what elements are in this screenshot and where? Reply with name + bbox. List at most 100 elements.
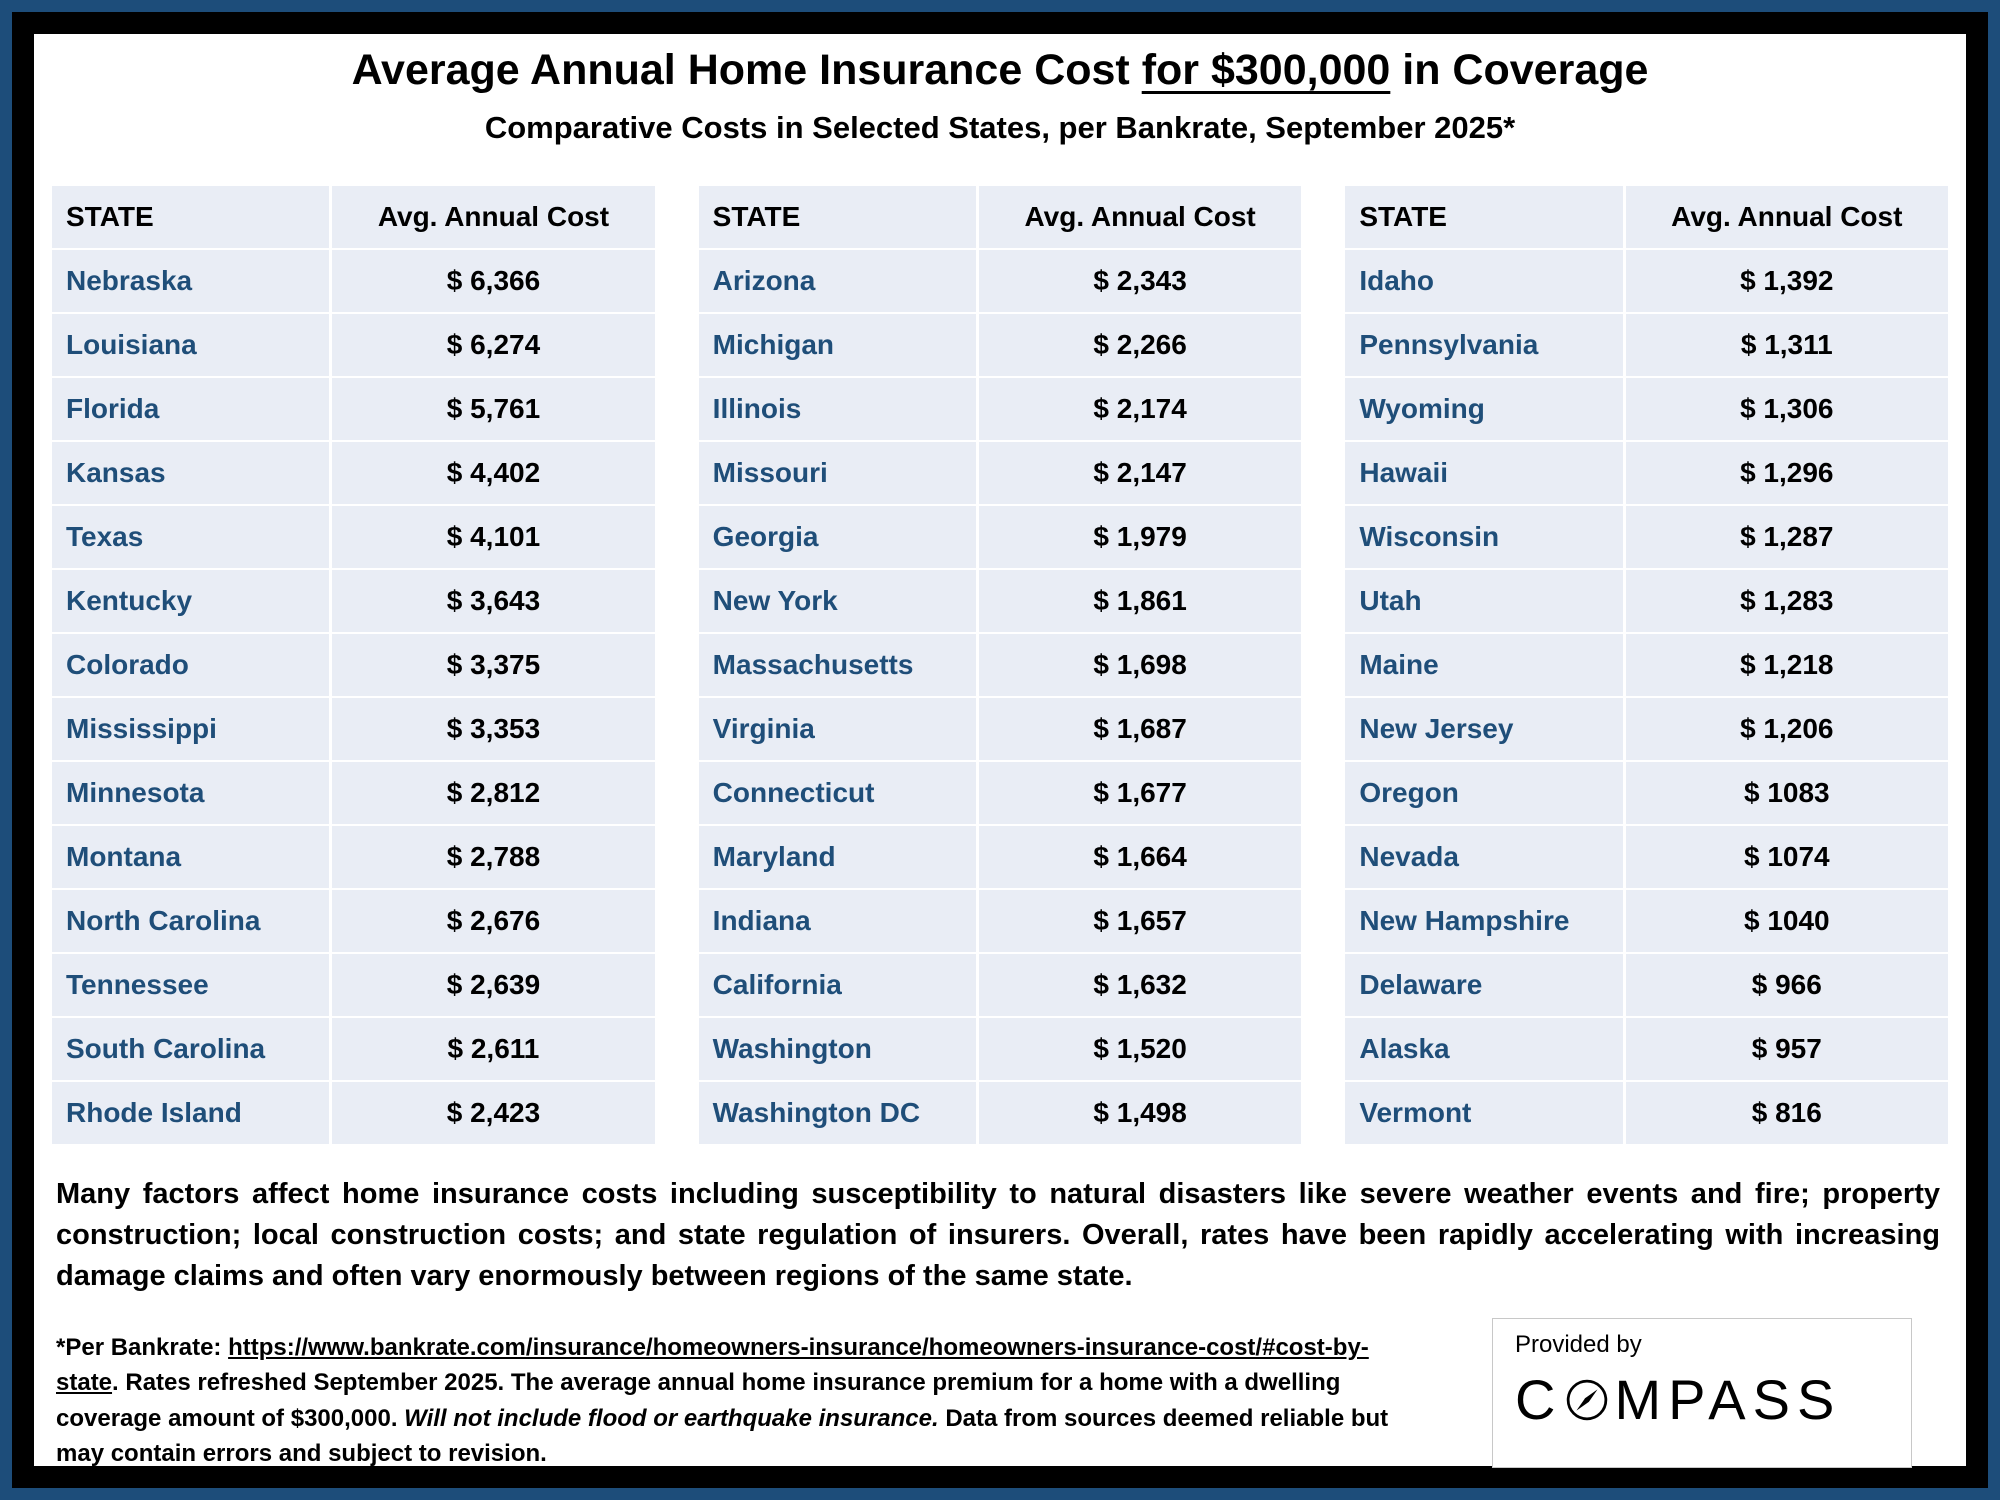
table-row: California $ 1,632: [698, 954, 1302, 1016]
cost-value: $ 6,274: [332, 314, 655, 376]
cost-value: $ 1,687: [978, 698, 1302, 760]
footnote-italic-note: Will not include flood or earthquake ins…: [404, 1404, 939, 1432]
cost-value: $ 2,611: [332, 1018, 655, 1080]
wordmark-letters-mpass: MPASS: [1614, 1368, 1842, 1431]
state-name: New York: [698, 570, 976, 632]
cost-value: $ 2,676: [332, 890, 655, 952]
table-row: Montana $ 2,788: [52, 826, 655, 888]
cost-value: $ 957: [1625, 1018, 1949, 1080]
cost-value: $ 5,761: [332, 378, 655, 440]
table-row: Louisiana $ 6,274: [52, 314, 655, 376]
table-row: Missouri $ 2,147: [698, 442, 1302, 504]
footnote-label: *Per Bankrate:: [56, 1334, 229, 1361]
state-name: Mississippi: [52, 698, 330, 760]
table-row: Utah $ 1,283: [1345, 570, 1949, 632]
provided-by-label: Provided by: [1515, 1331, 1642, 1358]
table-row: Michigan $ 2,266: [698, 314, 1302, 376]
cost-value: $ 2,812: [332, 762, 655, 824]
state-name: Indiana: [698, 890, 976, 952]
insurance-table-2: STATE Avg. Annual Cost Arizona $ 2,343 Mic…: [698, 186, 1302, 1144]
cost-value: $ 3,375: [332, 634, 655, 696]
state-name: Massachusetts: [698, 634, 976, 696]
cost-value: $ 1,979: [978, 506, 1302, 568]
table-row: Kansas $ 4,402: [52, 442, 655, 504]
cost-value: $ 6,366: [332, 250, 655, 312]
table-row: New Jersey $ 1,206: [1345, 698, 1949, 760]
table-row: Maryland $ 1,664: [698, 826, 1302, 888]
cost-value: $ 1,311: [1625, 314, 1949, 376]
cost-value: $ 2,343: [978, 250, 1302, 312]
footnote: *Per Bankrate: https://www.bankrate.com/…: [56, 1330, 1401, 1471]
table-header-row: STATE Avg. Annual Cost: [698, 186, 1302, 248]
table-row: Tennessee $ 2,639: [52, 954, 655, 1016]
page-subtitle: Comparative Costs in Selected States, pe…: [484, 110, 1516, 145]
table-header-row: STATE Avg. Annual Cost: [1345, 186, 1949, 248]
cost-value: $ 1,498: [978, 1082, 1302, 1144]
cost-value: $ 2,266: [978, 314, 1302, 376]
table-row: Washington DC $ 1,498: [698, 1082, 1302, 1144]
table-row: Georgia $ 1,979: [698, 506, 1302, 568]
table-row: Texas $ 4,101: [52, 506, 655, 568]
cost-value: $ 3,643: [332, 570, 655, 632]
table-row: Maine $ 1,218: [1345, 634, 1949, 696]
table-row: Minnesota $ 2,812: [52, 762, 655, 824]
table-row: Hawaii $ 1,296: [1345, 442, 1949, 504]
footnote-link[interactable]: https://www.bankrate.com/insurance/homeo…: [56, 1334, 1369, 1397]
content-area: Average Annual Home Insurance Cost for $…: [34, 34, 1966, 1468]
state-name: Louisiana: [52, 314, 330, 376]
insurance-table-3: STATE Avg. Annual Cost Idaho $ 1,392 Penns…: [1345, 186, 1949, 1144]
state-name: Washington: [698, 1018, 976, 1080]
cost-value: $ 4,402: [332, 442, 655, 504]
state-name: Rhode Island: [52, 1082, 330, 1144]
state-name: Alaska: [1345, 1018, 1623, 1080]
state-name: Kentucky: [52, 570, 330, 632]
body-paragraph: Many factors affect home insurance costs…: [56, 1178, 1940, 1293]
cost-value: $ 2,639: [332, 954, 655, 1016]
table-row: Oregon $ 1083: [1345, 762, 1949, 824]
state-name: Missouri: [698, 442, 976, 504]
cost-column-header: Avg. Annual Cost: [332, 186, 655, 248]
state-name: North Carolina: [52, 890, 330, 952]
cost-value: $ 1,664: [978, 826, 1302, 888]
state-name: Kansas: [52, 442, 330, 504]
cost-value: $ 1,698: [978, 634, 1302, 696]
title-underlined-segment: for $300,000: [1141, 46, 1391, 94]
cost-value: $ 816: [1625, 1082, 1949, 1144]
cost-value: $ 1,392: [1625, 250, 1949, 312]
cost-value: $ 2,174: [978, 378, 1302, 440]
cost-column-header: Avg. Annual Cost: [978, 186, 1302, 248]
table-row: Colorado $ 3,375: [52, 634, 655, 696]
cost-value: $ 1,677: [978, 762, 1302, 824]
state-name: Illinois: [698, 378, 976, 440]
table-row: Washington $ 1,520: [698, 1018, 1302, 1080]
cost-value: $ 1,306: [1625, 378, 1949, 440]
cost-value: $ 1,283: [1625, 570, 1949, 632]
table-row: Alaska $ 957: [1345, 1018, 1949, 1080]
title-prefix: Average Annual Home Insurance Cost: [351, 46, 1142, 94]
cost-value: $ 1,657: [978, 890, 1302, 952]
state-name: Oregon: [1345, 762, 1623, 824]
table-row: North Carolina $ 2,676: [52, 890, 655, 952]
state-name: Maryland: [698, 826, 976, 888]
state-name: New Jersey: [1345, 698, 1623, 760]
footnote-end: Data from sources deemed reliable but ma…: [56, 1404, 1389, 1467]
table-row: Vermont $ 816: [1345, 1082, 1949, 1144]
state-name: Florida: [52, 378, 330, 440]
table-row: Florida $ 5,761: [52, 378, 655, 440]
cost-value: $ 1074: [1625, 826, 1949, 888]
cost-value: $ 1,861: [978, 570, 1302, 632]
table-row: Wisconsin $ 1,287: [1345, 506, 1949, 568]
state-name: Texas: [52, 506, 330, 568]
state-name: Montana: [52, 826, 330, 888]
cost-value: $ 2,788: [332, 826, 655, 888]
state-name: Minnesota: [52, 762, 330, 824]
cost-value: $ 1,520: [978, 1018, 1302, 1080]
footnote-after-link: . Rates refreshed September 2025. The av…: [56, 1369, 1341, 1432]
cost-value: $ 966: [1625, 954, 1949, 1016]
table-row: Idaho $ 1,392: [1345, 250, 1949, 312]
state-name: Tennessee: [52, 954, 330, 1016]
state-name: Idaho: [1345, 250, 1623, 312]
page-title: Average Annual Home Insurance Cost for $…: [34, 46, 1966, 95]
title-suffix: in Coverage: [1390, 46, 1649, 94]
